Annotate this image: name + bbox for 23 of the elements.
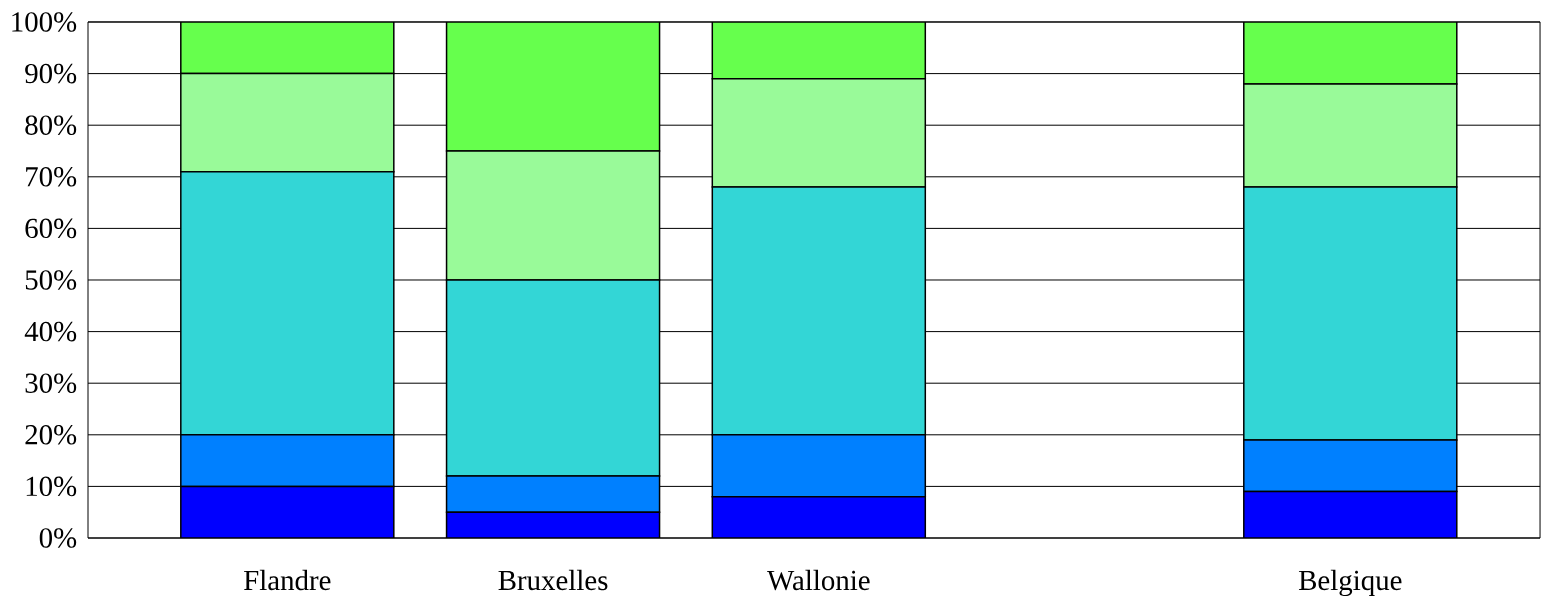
x-tick-label: Bruxelles <box>498 569 608 591</box>
bar <box>445 22 661 152</box>
bar <box>180 22 395 75</box>
y-tick-label: 90% <box>25 63 77 84</box>
y-tick-label: 70% <box>26 166 77 187</box>
bar <box>445 511 661 538</box>
bar <box>180 485 395 538</box>
y-tick-label: 80% <box>25 115 77 135</box>
bar <box>711 22 927 80</box>
y-tick-label: 50% <box>25 270 77 290</box>
y-tick-label: 20% <box>25 425 77 445</box>
x-tick-label: Wallonie <box>767 569 870 591</box>
bar <box>1243 490 1458 538</box>
bar <box>1243 22 1458 85</box>
y-tick-label: 30% <box>25 373 77 393</box>
y-tick-label: 60% <box>25 218 77 239</box>
y-tick-label: 100% <box>12 12 77 32</box>
x-tick-label: Flandre <box>244 569 331 591</box>
y-tick-label: 10% <box>26 476 77 497</box>
x-tick-label: Belgique <box>1298 569 1402 597</box>
y-tick-label: 40% <box>24 321 77 342</box>
bar <box>711 495 927 538</box>
y-tick-label: 0% <box>39 528 77 548</box>
